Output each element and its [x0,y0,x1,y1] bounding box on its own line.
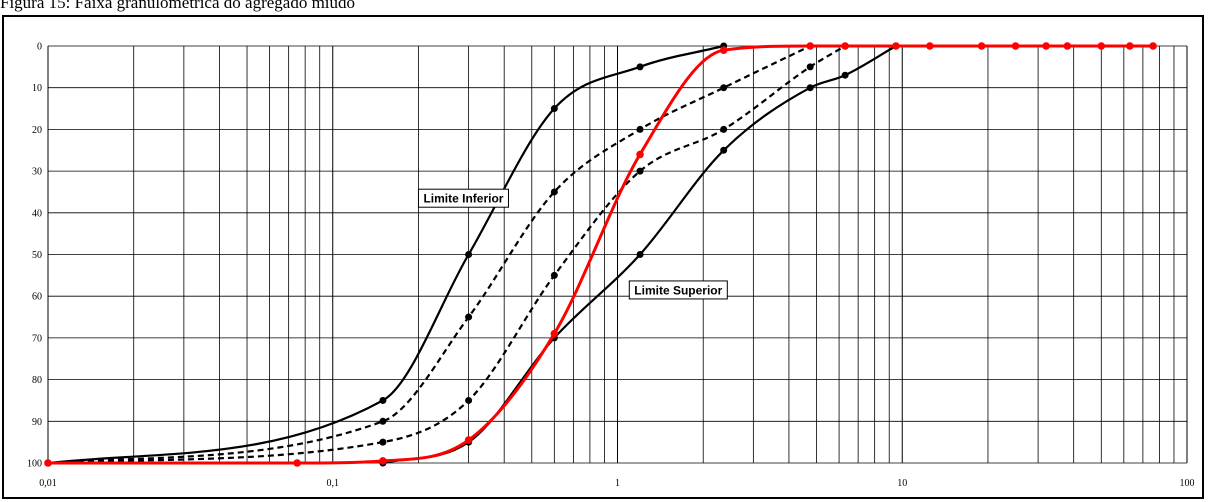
data-point [636,125,644,133]
y-tick-label: 10 [32,83,42,94]
data-point [806,42,814,50]
data-point [464,436,473,444]
data-point [720,125,728,133]
data-point [636,251,644,258]
y-tick-label: 80 [32,375,42,386]
data-point [926,42,934,50]
annotation-box [628,280,728,300]
y-tick-label: 20 [32,125,42,136]
data-point [379,457,387,465]
x-tick-label: 10 [897,478,907,489]
y-tick-label: 50 [32,250,42,261]
data-point [1042,42,1050,50]
data-point [720,146,728,154]
data-point [636,150,644,159]
chart-frame [2,15,1204,499]
data-point [379,417,387,425]
data-point [1126,42,1134,50]
data-point [636,167,644,175]
data-point [719,46,728,54]
data-point [465,251,473,258]
data-point [841,71,849,79]
data-point [636,63,644,71]
y-tick-label: 30 [32,167,42,178]
data-point [841,42,849,50]
series-line-2 [47,45,811,465]
figure-caption: Figura 15: Faixa granulométrica do agreg… [0,0,356,12]
x-tick-label: 0,1 [327,478,340,489]
data-point [44,459,52,467]
data-point [720,84,728,92]
data-point [977,42,986,50]
y-tick-label: 90 [32,417,42,428]
data-point [550,271,558,279]
data-point [1063,42,1072,50]
data-point [550,105,558,113]
data-point [379,438,387,446]
x-tick-label: 100 [1180,478,1195,489]
y-tick-label: 40 [32,208,42,219]
data-point [293,459,301,467]
y-tick-label: 60 [32,292,42,303]
y-tick-label: 100 [27,459,42,470]
data-point [465,313,473,321]
annotation-box [417,188,509,208]
data-point [892,42,900,50]
x-tick-label: 1 [615,478,620,489]
annotation-label: Limite Inferior [423,192,503,206]
annotation-label: Limite Superior [634,283,722,297]
data-point [379,396,387,404]
data-point [550,329,559,338]
data-point [806,84,814,92]
data-point [465,396,473,404]
data-point [550,188,558,196]
data-point [1149,42,1157,50]
y-tick-label: 70 [32,333,42,344]
y-tick-label: 0 [37,42,42,53]
x-tick-label: 0,01 [39,478,57,489]
data-point [806,63,814,71]
data-point [1011,42,1020,50]
data-point [1097,42,1106,50]
